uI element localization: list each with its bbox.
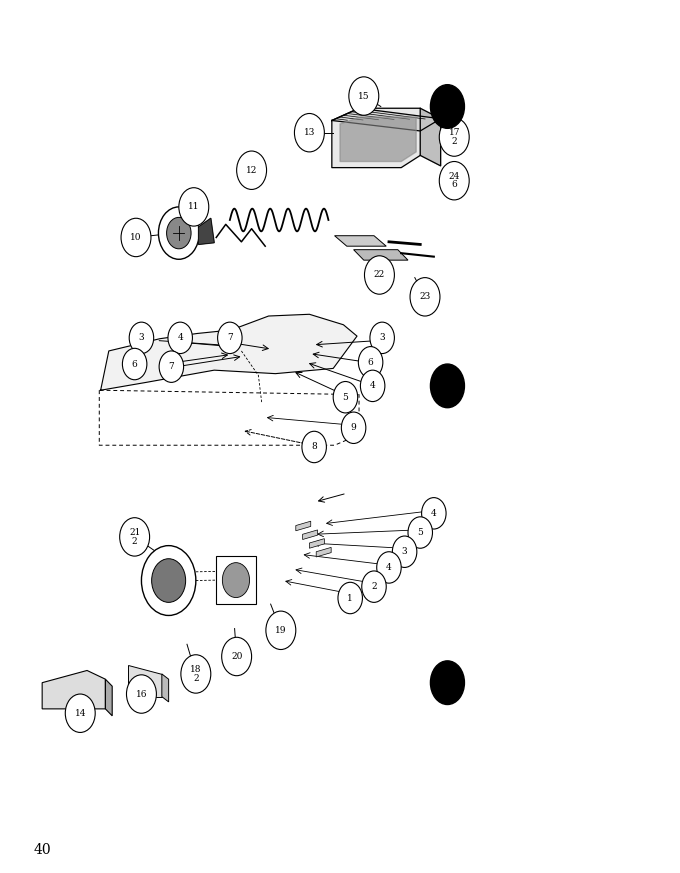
Circle shape <box>159 351 184 382</box>
Circle shape <box>266 611 296 650</box>
Text: 24
6: 24 6 <box>449 172 460 189</box>
Text: 18
2: 18 2 <box>190 665 201 683</box>
Polygon shape <box>332 108 441 131</box>
Circle shape <box>122 348 147 380</box>
Circle shape <box>141 546 196 615</box>
Polygon shape <box>296 521 311 531</box>
Circle shape <box>237 151 267 189</box>
Circle shape <box>65 694 95 732</box>
Circle shape <box>341 412 366 443</box>
Polygon shape <box>332 108 420 168</box>
Text: 6: 6 <box>368 358 373 367</box>
Circle shape <box>439 118 469 156</box>
Text: 7: 7 <box>169 362 174 371</box>
Circle shape <box>360 370 385 402</box>
Circle shape <box>222 637 252 676</box>
Circle shape <box>333 382 358 413</box>
Text: 8: 8 <box>311 443 317 451</box>
Polygon shape <box>316 547 331 557</box>
Circle shape <box>410 278 440 316</box>
Text: 15: 15 <box>358 92 370 100</box>
Circle shape <box>430 661 464 705</box>
Polygon shape <box>128 665 162 697</box>
Text: 2: 2 <box>371 582 377 591</box>
Polygon shape <box>101 314 357 390</box>
Circle shape <box>158 207 199 259</box>
Circle shape <box>349 77 379 115</box>
Circle shape <box>302 431 326 463</box>
Text: 19: 19 <box>275 626 286 635</box>
Text: 4: 4 <box>177 333 183 342</box>
Polygon shape <box>335 236 386 246</box>
Text: 13: 13 <box>304 128 315 137</box>
Text: 4: 4 <box>431 509 437 518</box>
Text: 22: 22 <box>374 271 385 279</box>
Polygon shape <box>199 218 214 244</box>
Circle shape <box>377 552 401 583</box>
Text: 10: 10 <box>131 233 141 242</box>
Circle shape <box>121 218 151 257</box>
Text: 3: 3 <box>402 547 407 556</box>
Text: 4: 4 <box>386 563 392 572</box>
Circle shape <box>430 364 464 408</box>
Text: 6: 6 <box>132 360 137 368</box>
Polygon shape <box>42 670 105 709</box>
Circle shape <box>126 675 156 713</box>
Text: 21
2: 21 2 <box>129 528 140 546</box>
Circle shape <box>179 188 209 226</box>
Polygon shape <box>309 539 324 548</box>
Text: 16: 16 <box>136 690 147 698</box>
Polygon shape <box>162 674 169 702</box>
Circle shape <box>439 162 469 200</box>
Polygon shape <box>303 530 318 540</box>
Polygon shape <box>105 679 112 716</box>
Text: 14: 14 <box>75 709 86 718</box>
Circle shape <box>392 536 417 567</box>
Bar <box>216 556 256 604</box>
Text: 5: 5 <box>418 528 423 537</box>
Circle shape <box>168 322 192 354</box>
Circle shape <box>408 517 432 548</box>
Text: 3: 3 <box>139 333 144 342</box>
Polygon shape <box>420 108 441 166</box>
Polygon shape <box>354 250 408 260</box>
Text: 12: 12 <box>246 166 257 175</box>
Text: 9: 9 <box>351 423 356 432</box>
Circle shape <box>222 563 250 597</box>
Circle shape <box>167 217 191 249</box>
Circle shape <box>362 571 386 602</box>
Text: 11: 11 <box>188 203 199 211</box>
Text: 3: 3 <box>379 333 385 342</box>
Text: 1: 1 <box>347 594 353 602</box>
Circle shape <box>129 322 154 354</box>
Text: 20: 20 <box>231 652 242 661</box>
Circle shape <box>120 518 150 556</box>
Text: 4: 4 <box>370 382 375 390</box>
Text: 40: 40 <box>34 843 52 857</box>
Circle shape <box>181 655 211 693</box>
Text: 23: 23 <box>420 292 430 301</box>
Circle shape <box>294 113 324 152</box>
Polygon shape <box>340 117 416 162</box>
Circle shape <box>338 582 362 614</box>
Text: 5: 5 <box>343 393 348 402</box>
Text: 7: 7 <box>227 333 233 342</box>
Circle shape <box>218 322 242 354</box>
Circle shape <box>152 559 186 602</box>
Circle shape <box>422 498 446 529</box>
Circle shape <box>370 322 394 354</box>
Circle shape <box>358 347 383 378</box>
Circle shape <box>364 256 394 294</box>
Circle shape <box>430 85 464 128</box>
Text: 17
2: 17 2 <box>449 128 460 146</box>
